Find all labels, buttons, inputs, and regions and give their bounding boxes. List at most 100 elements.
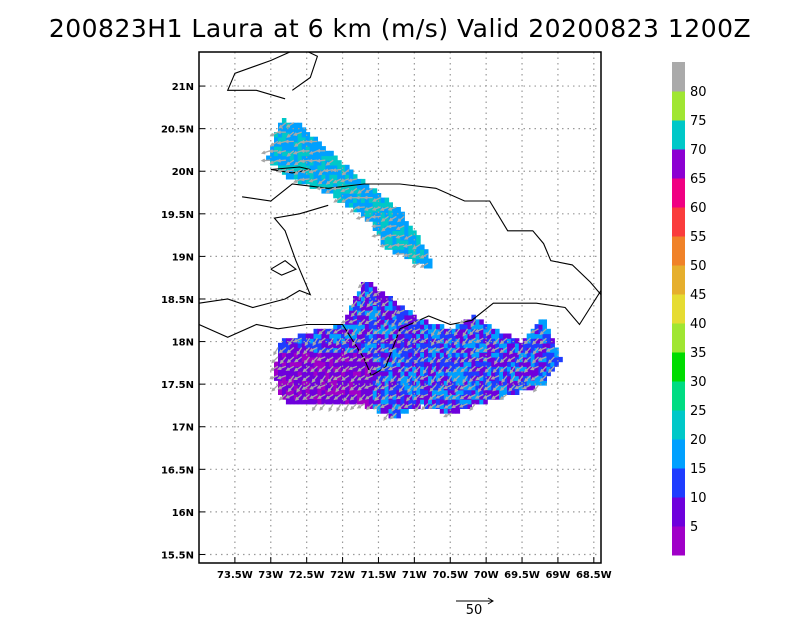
field-cell bbox=[309, 352, 315, 358]
field-cell bbox=[404, 370, 409, 377]
field-cell bbox=[514, 352, 520, 358]
wind-vector bbox=[499, 346, 508, 354]
wind-vector bbox=[492, 365, 500, 374]
field-cell bbox=[289, 370, 295, 377]
field-cell bbox=[305, 333, 311, 339]
field-cell bbox=[412, 366, 417, 372]
field-cell bbox=[289, 352, 295, 358]
field-cell bbox=[293, 399, 299, 405]
field-cell bbox=[345, 361, 350, 367]
wind-vector bbox=[372, 356, 381, 362]
x-tick-label: 72W bbox=[330, 570, 355, 581]
wind-vector bbox=[340, 356, 350, 361]
field-cell bbox=[447, 370, 453, 377]
field-cell bbox=[309, 370, 315, 377]
wind-vector bbox=[545, 346, 555, 352]
field-cell bbox=[364, 328, 370, 335]
field-cell bbox=[297, 160, 303, 166]
field-cell bbox=[400, 314, 405, 320]
field-cell bbox=[546, 366, 551, 372]
wind-vector bbox=[415, 403, 421, 412]
wind-vector bbox=[431, 337, 437, 347]
field-cell bbox=[301, 338, 307, 344]
field-cell bbox=[479, 361, 484, 367]
colorbar-swatch bbox=[672, 120, 685, 150]
field-cell bbox=[380, 361, 386, 367]
x-tick-label: 69.5W bbox=[504, 570, 540, 581]
field-cell bbox=[321, 333, 326, 339]
field-cell bbox=[550, 352, 555, 358]
field-cell bbox=[345, 385, 350, 391]
field-cell bbox=[349, 399, 354, 405]
field-cell bbox=[329, 389, 334, 395]
field-cell bbox=[412, 249, 417, 255]
field-cell bbox=[372, 324, 378, 330]
wind-vector bbox=[351, 300, 358, 309]
field-cell bbox=[463, 324, 468, 330]
field-cell bbox=[380, 352, 386, 358]
field-cell bbox=[376, 338, 382, 344]
field-cell bbox=[337, 169, 342, 175]
field-cell bbox=[356, 314, 362, 320]
field-cell bbox=[471, 361, 476, 367]
field-cell bbox=[384, 380, 390, 386]
wind-vector bbox=[348, 356, 358, 362]
field-cell bbox=[364, 291, 370, 297]
field-cell bbox=[376, 408, 382, 414]
field-cell bbox=[337, 160, 342, 166]
field-cell bbox=[475, 385, 480, 391]
field-cell bbox=[451, 356, 457, 363]
field-cell bbox=[471, 352, 476, 358]
field-cell bbox=[471, 389, 476, 395]
field-cell bbox=[530, 342, 536, 349]
field-cell bbox=[353, 370, 358, 377]
field-cell bbox=[376, 305, 382, 311]
field-cell bbox=[400, 324, 405, 330]
field-cell bbox=[356, 380, 362, 386]
field-cell bbox=[372, 225, 378, 231]
field-cell bbox=[392, 324, 397, 330]
wind-vector bbox=[474, 356, 484, 362]
field-cell bbox=[285, 380, 291, 386]
field-cell bbox=[439, 403, 445, 409]
field-cell bbox=[396, 333, 401, 339]
field-cell bbox=[341, 324, 346, 330]
field-cell bbox=[428, 389, 433, 395]
field-cell bbox=[317, 183, 322, 189]
field-cell bbox=[400, 361, 405, 367]
field-cell bbox=[325, 375, 330, 381]
colorbar-label: 45 bbox=[690, 288, 707, 303]
wind-vector bbox=[451, 403, 460, 409]
wind-vector bbox=[341, 168, 350, 176]
wind-vector bbox=[420, 337, 429, 344]
wind-vector bbox=[388, 346, 397, 353]
field-cell bbox=[305, 394, 311, 400]
field-cell bbox=[487, 347, 492, 353]
wind-vector bbox=[278, 393, 287, 401]
field-cell bbox=[356, 178, 362, 185]
wind-vector bbox=[277, 365, 287, 371]
field-cell bbox=[301, 174, 307, 180]
field-cell bbox=[345, 399, 350, 405]
field-cell bbox=[416, 361, 421, 367]
field-cell bbox=[337, 366, 342, 372]
field-cell bbox=[400, 399, 405, 405]
field-cell bbox=[491, 380, 496, 386]
wind-vector bbox=[422, 365, 429, 375]
wind-vector bbox=[451, 393, 460, 400]
field-cell bbox=[380, 319, 386, 325]
field-cell bbox=[345, 324, 350, 330]
wind-vector bbox=[499, 337, 508, 345]
field-cell bbox=[400, 328, 405, 335]
field-cell bbox=[281, 342, 287, 349]
wind-vector bbox=[364, 187, 374, 194]
field-cell bbox=[274, 141, 279, 147]
field-cell bbox=[471, 394, 476, 400]
wind-vector bbox=[407, 384, 413, 394]
field-cell bbox=[435, 352, 441, 358]
field-cell bbox=[404, 221, 409, 227]
wind-vector bbox=[459, 356, 468, 363]
wind-vector bbox=[366, 290, 374, 299]
field-cell bbox=[333, 155, 338, 161]
field-cell bbox=[281, 389, 287, 395]
